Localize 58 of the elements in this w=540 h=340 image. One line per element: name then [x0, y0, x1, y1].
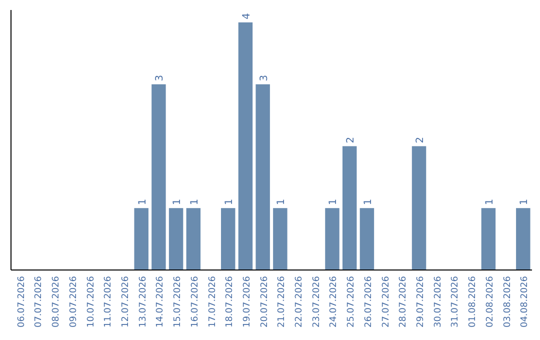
x-tick-label: 11.07.2026	[104, 276, 114, 328]
x-tick-label: 08.07.2026	[52, 276, 62, 328]
x-tick-label: 04.08.2026	[520, 276, 530, 328]
x-tick-label: 14.07.2026	[156, 276, 166, 328]
x-tick-label: 12.07.2026	[120, 276, 131, 328]
x-tick-label: 20.07.2026	[260, 276, 270, 328]
x-tick-label: 27.07.2026	[381, 276, 392, 328]
data-label: 1	[362, 198, 374, 206]
x-tick-label: 17.07.2026	[208, 276, 218, 328]
bar	[134, 208, 148, 270]
x-tick-label: 10.07.2026	[86, 276, 96, 328]
x-tick-label: 29.07.2026	[416, 276, 426, 328]
x-tick-label: 02.08.2026	[485, 276, 496, 328]
data-label: 1	[224, 198, 236, 206]
x-tick-label: 28.07.2026	[398, 276, 409, 328]
data-label: 3	[154, 74, 166, 82]
bar	[342, 146, 357, 270]
x-tick-label: 23.07.2026	[312, 276, 322, 328]
data-label: 1	[276, 198, 288, 206]
x-tick-label: 15.07.2026	[173, 276, 184, 328]
bar	[360, 208, 374, 270]
bar	[273, 208, 288, 270]
x-tick-label: 31.07.2026	[450, 276, 461, 328]
data-label: 1	[328, 198, 340, 206]
data-label: 4	[241, 13, 252, 20]
bar	[168, 208, 184, 270]
x-tick-label: 07.07.2026	[34, 276, 44, 328]
x-tick-label: 19.07.2026	[242, 276, 252, 328]
x-tick-label: 25.07.2026	[346, 276, 357, 328]
data-label: 1	[189, 198, 200, 206]
data-label: 2	[415, 136, 426, 144]
bar	[186, 208, 201, 270]
x-tick-label: 06.07.2026	[16, 276, 27, 328]
x-tick-label: 30.07.2026	[433, 276, 444, 328]
x-tick-label: 09.07.2026	[68, 276, 79, 328]
data-label: 1	[137, 198, 148, 206]
data-label: 3	[258, 74, 270, 82]
data-label: 2	[346, 136, 357, 144]
bar	[238, 22, 253, 270]
x-tick-label: 22.07.2026	[294, 276, 305, 328]
bar	[256, 84, 270, 270]
x-tick-label: 18.07.2026	[225, 276, 236, 328]
x-tick-label: 13.07.2026	[138, 276, 148, 328]
x-tick-label: 24.07.2026	[329, 276, 340, 328]
x-tick-label: 21.07.2026	[277, 276, 288, 328]
data-label: 1	[484, 198, 496, 206]
bar	[220, 208, 236, 270]
data-label: 1	[172, 198, 184, 206]
bar	[325, 208, 340, 270]
bar	[481, 208, 496, 270]
bar	[516, 208, 530, 270]
x-tick-label: 03.08.2026	[502, 276, 513, 328]
x-tick-label: 16.07.2026	[190, 276, 200, 328]
x-tick-label: 26.07.2026	[364, 276, 374, 328]
bar	[412, 146, 426, 270]
bar	[152, 84, 166, 270]
data-label: 1	[519, 198, 530, 206]
x-tick-label: 01.08.2026	[468, 276, 478, 328]
